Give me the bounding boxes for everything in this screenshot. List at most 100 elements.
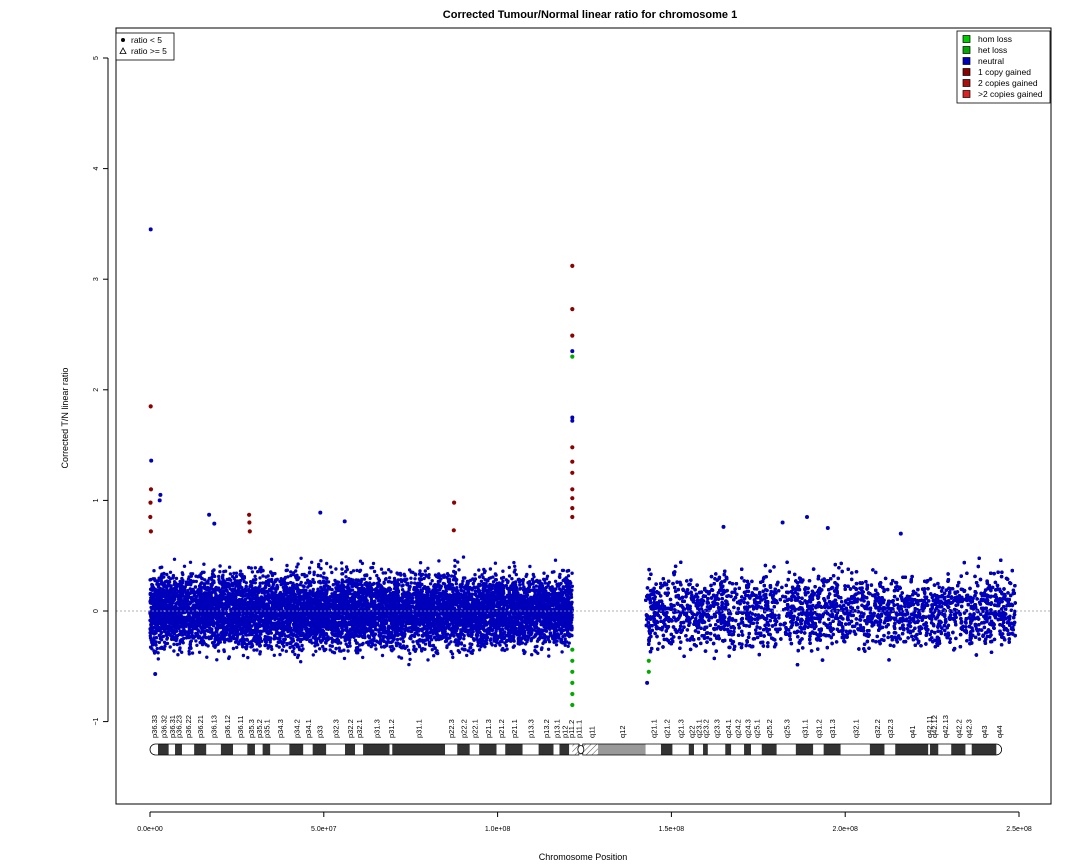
- data-point: [473, 573, 477, 577]
- data-point: [413, 577, 417, 581]
- data-point: [358, 648, 362, 652]
- data-point: [525, 634, 529, 638]
- data-point: [375, 573, 379, 578]
- data-point: [516, 577, 520, 582]
- data-point: [258, 584, 262, 588]
- data-point: [309, 638, 313, 642]
- data-point: [542, 578, 547, 582]
- data-point: [197, 650, 202, 654]
- data-point: [246, 655, 250, 660]
- data-point: [493, 643, 498, 648]
- data-point: [426, 566, 430, 570]
- data-point: [285, 568, 289, 572]
- data-point: [489, 641, 493, 645]
- data-point: [570, 571, 574, 575]
- data-point: [316, 573, 320, 578]
- data-point: [148, 645, 153, 649]
- data-point: [539, 647, 544, 652]
- data-point: [296, 653, 301, 657]
- data-point: [462, 637, 466, 641]
- data-point: [453, 558, 457, 563]
- data-point: [294, 642, 299, 646]
- data-point: [234, 571, 239, 575]
- data-point: [403, 574, 407, 578]
- data-point: [203, 578, 207, 582]
- data-point: [423, 647, 427, 651]
- data-point: [318, 647, 322, 651]
- data-point: [176, 653, 180, 657]
- data-point: [355, 568, 359, 573]
- data-point: [532, 588, 536, 593]
- data-point: [432, 654, 436, 658]
- data-point: [328, 644, 332, 648]
- data-point: [176, 583, 180, 587]
- data-point: [172, 557, 177, 561]
- data-point: [218, 570, 222, 574]
- data-point: [477, 568, 481, 572]
- data-point: [195, 643, 199, 647]
- data-point: [289, 570, 293, 574]
- data-point: [215, 658, 219, 662]
- data-point: [477, 648, 482, 652]
- data-point: [334, 646, 338, 651]
- data-point: [360, 561, 365, 566]
- data-point: [378, 641, 382, 646]
- data-point: [507, 565, 511, 570]
- data-point: [249, 566, 253, 570]
- data-point: [317, 562, 321, 567]
- data-point: [453, 564, 457, 568]
- data-point: [227, 565, 232, 569]
- data-point: [392, 637, 396, 641]
- data-point: [152, 569, 156, 573]
- data-point: [328, 565, 333, 569]
- data-point: [380, 653, 385, 658]
- data-point: [370, 641, 374, 646]
- data-point: [493, 561, 498, 565]
- data-point: [561, 568, 566, 573]
- data-point: [296, 562, 300, 566]
- data-point: [218, 564, 222, 568]
- data-point: [530, 653, 534, 657]
- data-point: [311, 587, 315, 592]
- data-point: [191, 635, 196, 639]
- data-point: [463, 576, 467, 580]
- data-point: [450, 652, 455, 656]
- data-point: [213, 645, 217, 649]
- data-point: [193, 585, 198, 589]
- data-point: [307, 566, 312, 570]
- data-point: [249, 580, 253, 584]
- data-point: [423, 569, 427, 573]
- data-point: [344, 569, 348, 574]
- data-point: [319, 566, 323, 571]
- data-point: [390, 580, 394, 584]
- data-point: [455, 586, 459, 590]
- data-point: [187, 652, 191, 656]
- data-point: [165, 637, 169, 641]
- data-point: [172, 649, 176, 653]
- data-point: [250, 570, 255, 574]
- data-point: [409, 576, 413, 580]
- data-point: [406, 648, 411, 652]
- data-point: [437, 559, 441, 563]
- data-point: [535, 644, 539, 649]
- data-point: [522, 651, 526, 656]
- data-point: [418, 561, 423, 565]
- data-point: [196, 575, 200, 579]
- data-point: [207, 576, 212, 581]
- data-point: [158, 566, 162, 570]
- data-point: [366, 634, 370, 638]
- data-point: [399, 637, 403, 641]
- data-point: [330, 570, 334, 575]
- data-point: [258, 652, 262, 656]
- data-point: [465, 653, 469, 658]
- data-point: [569, 601, 574, 605]
- data-point: [180, 650, 184, 654]
- data-point: [300, 572, 304, 577]
- data-point: [253, 574, 257, 578]
- data-points: [148, 227, 1017, 708]
- data-point: [255, 648, 259, 652]
- data-point: [241, 653, 246, 658]
- data-point: [545, 574, 550, 578]
